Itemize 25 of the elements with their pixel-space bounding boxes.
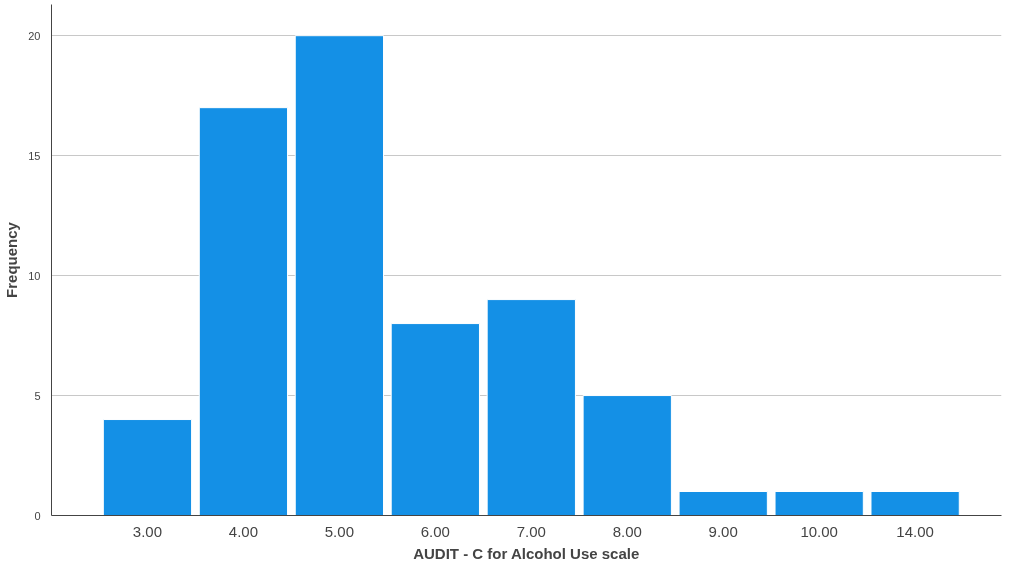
bar [198, 107, 289, 516]
bar [294, 35, 385, 516]
x-tick-label: 14.00 [896, 522, 934, 540]
bar [870, 491, 960, 516]
bar [102, 419, 193, 516]
x-tick-label: 10.00 [800, 522, 838, 540]
x-tick-label: 6.00 [420, 522, 450, 540]
bar [678, 491, 768, 516]
y-axis-title: Frequency [3, 221, 21, 298]
y-tick-label: 5 [34, 389, 41, 402]
x-tick-label: 8.00 [612, 522, 642, 540]
bar [390, 323, 480, 516]
x-axis-title: AUDIT - C for Alcohol Use scale [413, 544, 640, 562]
y-tick-label: 20 [28, 29, 41, 42]
x-tick-label: 4.00 [228, 522, 259, 540]
bar [582, 395, 672, 516]
x-tick-label: 9.00 [708, 522, 738, 540]
y-tick-label: 0 [34, 509, 41, 522]
y-tick-label: 10 [28, 269, 41, 282]
x-tick-label: 5.00 [324, 522, 354, 540]
y-tick-label: 15 [28, 149, 41, 162]
x-tick-label: 3.00 [132, 522, 163, 540]
x-tick-label: 7.00 [516, 522, 546, 540]
bar [774, 491, 864, 516]
bar [486, 299, 576, 516]
